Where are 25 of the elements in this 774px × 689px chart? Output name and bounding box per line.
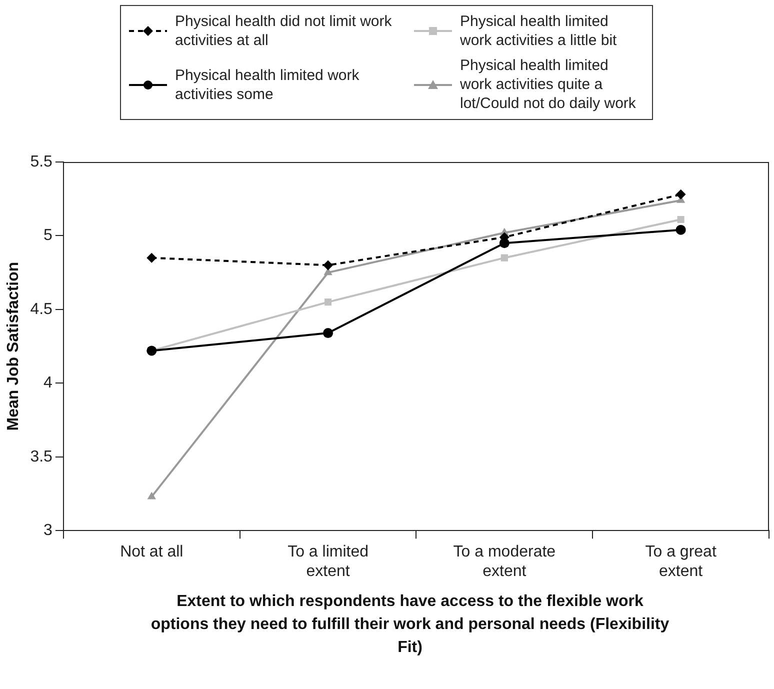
point	[324, 298, 332, 306]
y-axis-title: Mean Job Satisfaction	[5, 262, 22, 431]
x-tick-label: To a moderate extent	[453, 544, 556, 580]
y-tick-label: 5	[44, 227, 53, 244]
x-tick-label: To a limited extent	[288, 544, 368, 580]
y-tick-label: 4.5	[30, 300, 53, 318]
legend-label: Physical health limited work activities quite a lot/Could not do daily work	[460, 56, 637, 113]
legend-label: Physical health limited work activities some	[175, 66, 360, 104]
point	[323, 328, 334, 338]
point	[146, 252, 157, 263]
y-tick-label: 4	[44, 374, 53, 392]
point	[676, 189, 686, 200]
legend-label: Physical health limited work activities a little bit	[460, 12, 618, 50]
x-axis-title: Extent to which respondents have access to the flexible work options they need to fulfill their work and personal needs (Flexibility Fit)	[150, 592, 670, 658]
x-tick-label: To a great extent	[645, 544, 717, 580]
x-tick-label: Not at all	[120, 544, 184, 561]
point	[677, 216, 684, 224]
y-tick-label: 5.5	[30, 153, 53, 170]
y-tick-label: 3	[44, 522, 53, 540]
point	[147, 492, 156, 500]
point	[323, 260, 334, 270]
point	[676, 224, 686, 235]
point	[500, 254, 508, 262]
legend-label: Physical health did not limit work activities at all	[175, 12, 393, 50]
y-tick-label: 3.5	[30, 448, 53, 466]
